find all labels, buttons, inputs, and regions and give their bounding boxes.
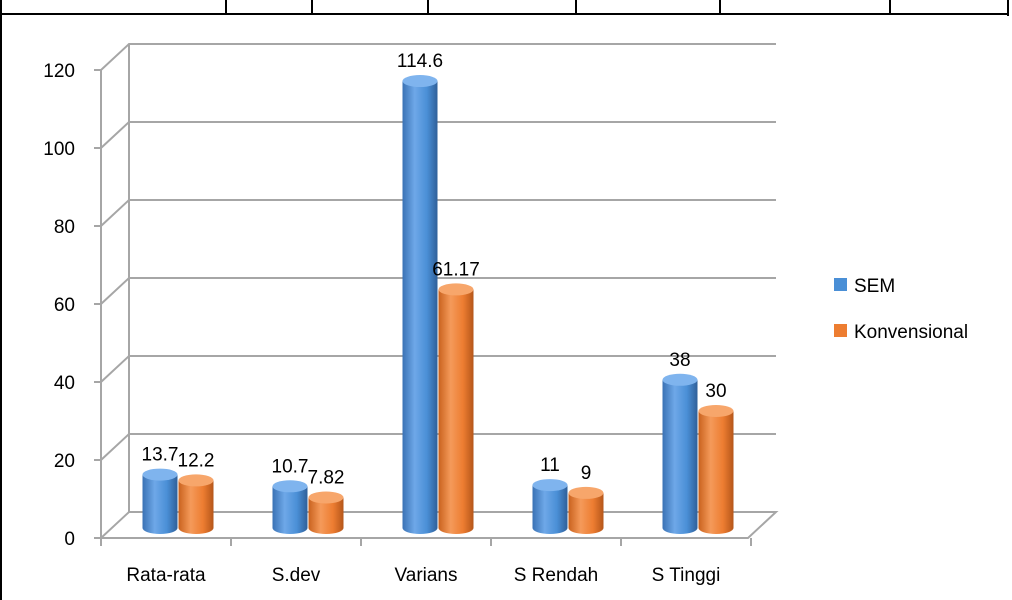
legend-swatch: [834, 278, 847, 291]
data-label: 61.17: [432, 259, 480, 280]
y-tick-label: 120: [43, 61, 75, 82]
bar-konvensional: [308, 491, 344, 534]
data-label: 30: [705, 381, 726, 402]
data-label: 10.7: [272, 456, 309, 477]
gridline: [100, 433, 776, 461]
data-label: 9: [581, 463, 592, 484]
bars: [142, 75, 734, 534]
x-tick-label: S Tinggi: [652, 565, 721, 586]
legend-label: Konvensional: [854, 322, 968, 343]
x-tick-label: S.dev: [272, 565, 321, 586]
data-label: 13.7: [142, 445, 179, 466]
gridline: [100, 43, 776, 71]
gridline: [100, 355, 776, 383]
y-axis-ticks: 0 20 40 60 80 100 120: [43, 61, 101, 550]
chart-floor: [98, 511, 779, 539]
bar-konvensional: [568, 486, 604, 534]
gridlines: [100, 43, 776, 461]
x-tick-label: S Rendah: [514, 565, 599, 586]
gridline: [100, 199, 776, 227]
y-tick-label: 40: [54, 373, 75, 394]
bar-konvensional: [178, 474, 214, 534]
bar-sem: [402, 75, 438, 534]
bar-sem: [662, 373, 698, 534]
gridline: [100, 277, 776, 305]
data-labels: 13.7 12.2 10.77.82 114.6 61.17 11 9 38 30: [142, 51, 727, 488]
y-tick-label: 20: [54, 451, 75, 472]
y-tick-label: 100: [43, 139, 75, 160]
legend-entry: Konvensional: [834, 322, 968, 343]
y-tick-label: 80: [54, 217, 75, 238]
legend: SEM Konvensional: [834, 276, 968, 343]
legend-entry: SEM: [834, 276, 895, 297]
bar-konvensional: [698, 405, 734, 534]
data-label: 7.82: [308, 468, 345, 489]
data-label: 12.2: [178, 450, 215, 471]
bar-konvensional: [438, 283, 474, 534]
bar-sem: [142, 468, 178, 534]
data-label: 11: [540, 455, 560, 476]
bar-sem: [532, 479, 568, 534]
y-tick-label: 0: [64, 529, 75, 550]
data-label: 114.6: [397, 51, 443, 72]
y-tick-label: 60: [54, 295, 75, 316]
x-tick-label: Varians: [394, 565, 457, 586]
legend-swatch: [834, 324, 847, 337]
bar-sem: [272, 480, 308, 534]
gridline: [100, 121, 776, 149]
data-label: 38: [669, 350, 690, 371]
x-axis-ticks: Rata-rata S.dev Varians S Rendah S Tinggi: [100, 538, 752, 586]
x-tick-label: Rata-rata: [126, 565, 206, 586]
legend-label: SEM: [854, 276, 895, 297]
